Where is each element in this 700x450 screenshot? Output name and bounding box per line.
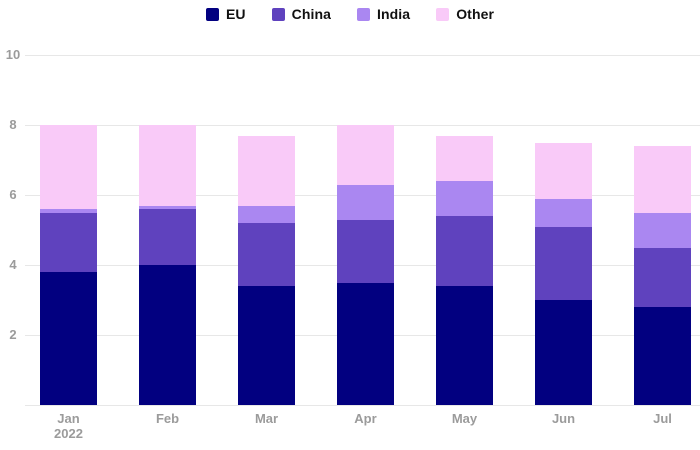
bar-segment-jun-other[interactable] [535, 142, 592, 199]
bar-segment-jul-india[interactable] [634, 212, 691, 248]
bar-segment-jan-eu[interactable] [40, 272, 97, 405]
bar-segment-feb-india[interactable] [139, 205, 196, 209]
x-axis-tick-label-apr: Apr [316, 411, 415, 426]
bar-group-jun[interactable] [535, 0, 592, 405]
bar-segment-jan-india[interactable] [40, 209, 97, 213]
legend-item-india[interactable]: India [357, 6, 410, 22]
x-axis-tick-label-mar: Mar [217, 411, 316, 426]
bar-segment-mar-other[interactable] [238, 135, 295, 206]
bar-group-mar[interactable] [238, 0, 295, 405]
bar-group-jan[interactable] [40, 0, 97, 405]
bar-group-feb[interactable] [139, 0, 196, 405]
x-tick-month: Jul [653, 411, 672, 426]
y-axis-tick-label: 6 [9, 187, 17, 202]
bar-segment-jun-india[interactable] [535, 198, 592, 227]
bar-segment-mar-eu[interactable] [238, 286, 295, 405]
legend-swatch-icon [205, 7, 219, 21]
bar-segment-jan-other[interactable] [40, 125, 97, 209]
x-tick-year: 2022 [54, 426, 83, 441]
y-axis-tick-label: 8 [9, 117, 17, 132]
bar-segment-jun-china[interactable] [535, 226, 592, 300]
bar-group-may[interactable] [436, 0, 493, 405]
bar-segment-mar-china[interactable] [238, 223, 295, 286]
x-tick-month: Feb [155, 411, 180, 426]
bar-segment-apr-china[interactable] [337, 219, 394, 283]
x-axis-baseline [25, 405, 700, 406]
x-tick-month: Apr [354, 411, 377, 426]
bar-segment-jul-china[interactable] [634, 247, 691, 307]
x-axis-tick-label-may: May [415, 411, 514, 426]
chart-legend: EU China India Other [0, 5, 700, 23]
x-tick-month: Jan [57, 411, 80, 426]
bar-segment-apr-other[interactable] [337, 125, 394, 185]
x-axis-tick-label-jun: Jun [514, 411, 613, 426]
bar-segment-jul-eu[interactable] [634, 307, 691, 405]
legend-swatch-icon [271, 7, 285, 21]
bar-segment-mar-india[interactable] [238, 205, 295, 223]
bar-group-apr[interactable] [337, 0, 394, 405]
bar-segment-feb-eu[interactable] [139, 265, 196, 405]
bar-segment-may-china[interactable] [436, 216, 493, 286]
legend-label: India [377, 6, 411, 22]
bar-segment-feb-china[interactable] [139, 209, 196, 265]
y-axis-tick-label: 10 [5, 47, 21, 62]
bar-group-jul[interactable] [634, 0, 691, 405]
legend-item-other[interactable]: Other [436, 6, 494, 22]
x-tick-month: May [451, 411, 478, 426]
bar-segment-may-india[interactable] [436, 181, 493, 216]
legend-label: Other [456, 6, 495, 22]
x-tick-month: Jun [551, 411, 576, 426]
legend-label: EU [225, 6, 246, 22]
legend-item-china[interactable]: China [271, 6, 332, 22]
bar-segment-feb-other[interactable] [139, 125, 196, 206]
x-axis-tick-label-jan: Jan 2022 [19, 411, 118, 441]
bar-segment-jul-other[interactable] [634, 146, 691, 213]
legend-swatch-icon [357, 7, 371, 21]
legend-item-eu[interactable]: EU [205, 6, 246, 22]
x-tick-month: Mar [254, 411, 279, 426]
x-axis-tick-label-feb: Feb [118, 411, 217, 426]
y-axis-tick-label: 4 [9, 257, 17, 272]
legend-label: China [291, 6, 332, 22]
bar-segment-apr-india[interactable] [337, 184, 394, 220]
y-axis-tick-label: 2 [9, 327, 17, 342]
bar-segment-may-other[interactable] [436, 135, 493, 181]
bar-segment-apr-eu[interactable] [337, 282, 394, 405]
bar-segment-jan-china[interactable] [40, 212, 97, 272]
gridline-y10 [25, 55, 700, 56]
legend-swatch-icon [436, 7, 450, 21]
x-axis-tick-label-jul: Jul [613, 411, 700, 426]
bar-segment-jun-eu[interactable] [535, 300, 592, 405]
bar-segment-may-eu[interactable] [436, 286, 493, 405]
